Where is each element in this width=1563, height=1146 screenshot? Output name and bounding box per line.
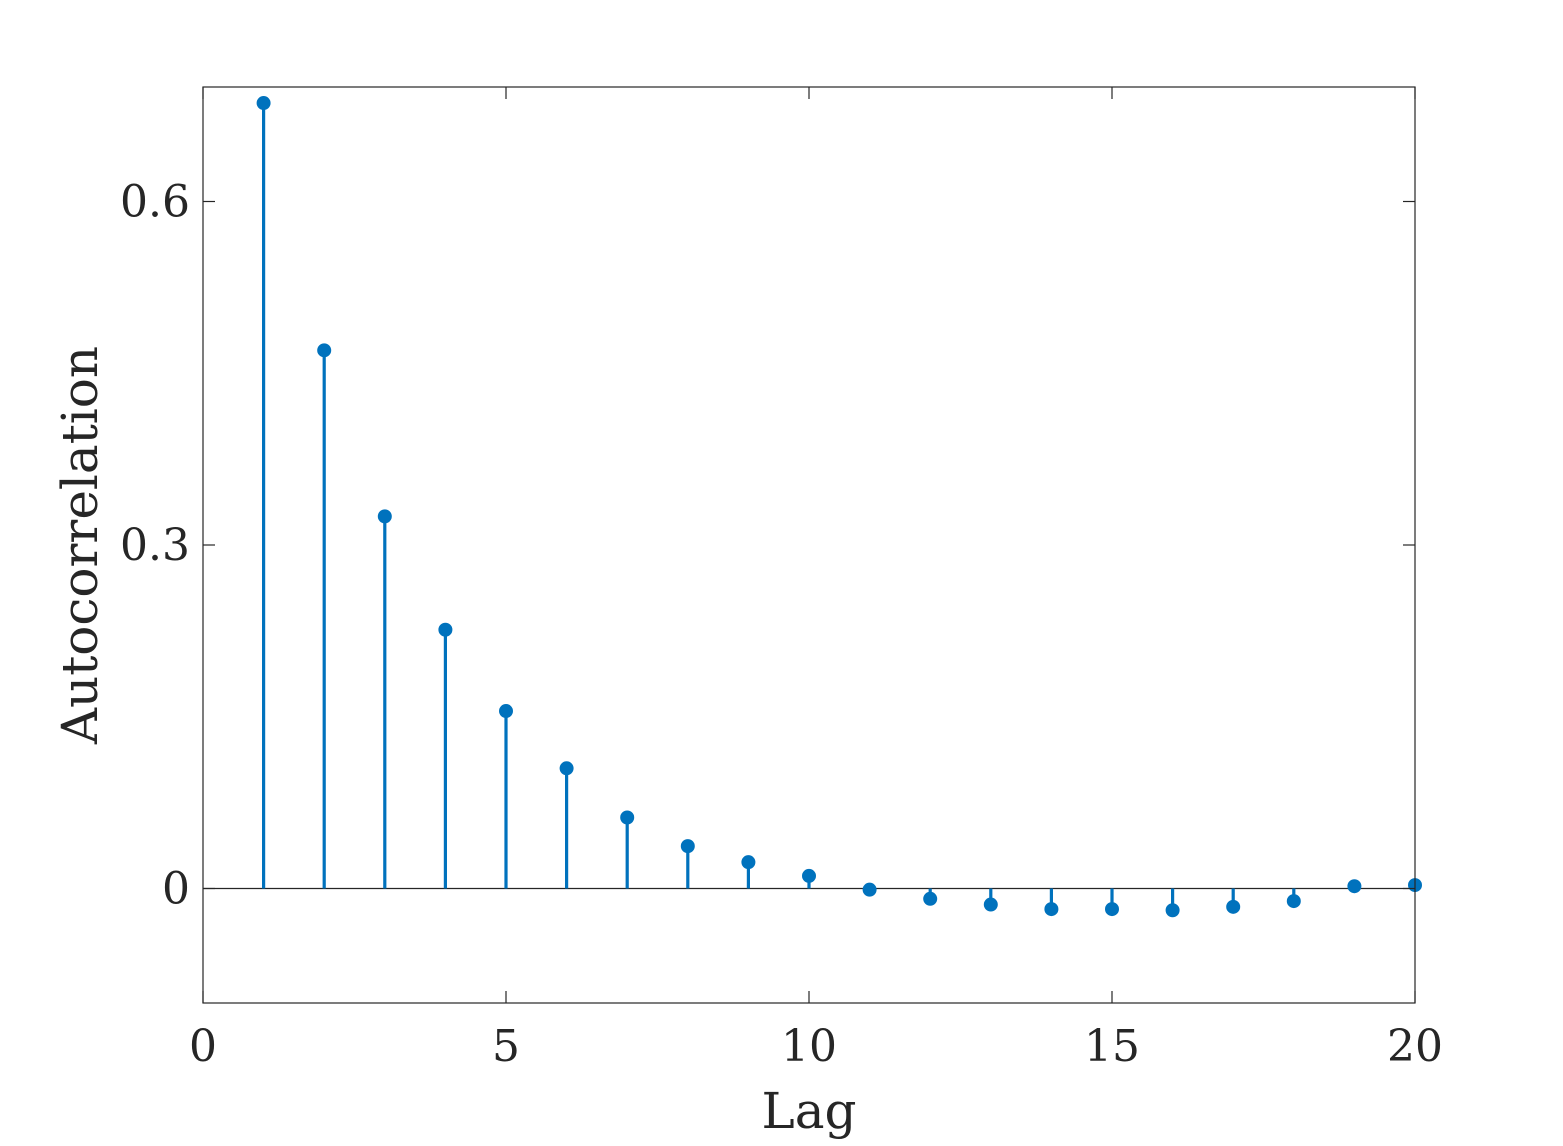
plot-background xyxy=(203,87,1415,1003)
point-12 xyxy=(923,891,938,906)
y-tick-label-0: 0 xyxy=(162,864,190,915)
tick-labels: 0 5 10 15 20 0 0.3 0.6 xyxy=(120,177,1443,1073)
point-16 xyxy=(1165,903,1180,918)
point-17 xyxy=(1226,899,1241,914)
x-tick-label-0: 0 xyxy=(189,1021,217,1072)
x-tick-label-20: 20 xyxy=(1387,1021,1443,1072)
plot-area xyxy=(203,87,1415,1003)
point-8 xyxy=(680,839,695,854)
point-9 xyxy=(741,855,756,870)
point-15 xyxy=(1105,902,1119,917)
point-11 xyxy=(862,882,877,897)
x-tick-label-15: 15 xyxy=(1084,1021,1140,1072)
y-axis-label: Autocorrelation xyxy=(51,346,109,745)
x-tick-label-10: 10 xyxy=(781,1021,837,1072)
y-tick-label-0.3: 0.3 xyxy=(120,520,190,571)
point-6 xyxy=(559,761,574,776)
point-3 xyxy=(377,509,392,524)
point-4 xyxy=(438,622,453,637)
point-7 xyxy=(620,810,635,825)
point-2 xyxy=(317,343,332,358)
point-13 xyxy=(983,897,998,912)
point-10 xyxy=(802,868,816,883)
point-1 xyxy=(256,96,271,111)
x-axis-label: Lag xyxy=(761,1082,856,1140)
axes xyxy=(202,86,1416,1004)
x-tick-label-5: 5 xyxy=(492,1021,520,1072)
point-18 xyxy=(1286,894,1301,909)
y-tick-label-0.6: 0.6 xyxy=(120,177,190,228)
point-19 xyxy=(1347,879,1362,894)
point-14 xyxy=(1044,902,1059,917)
point-5 xyxy=(499,704,513,719)
